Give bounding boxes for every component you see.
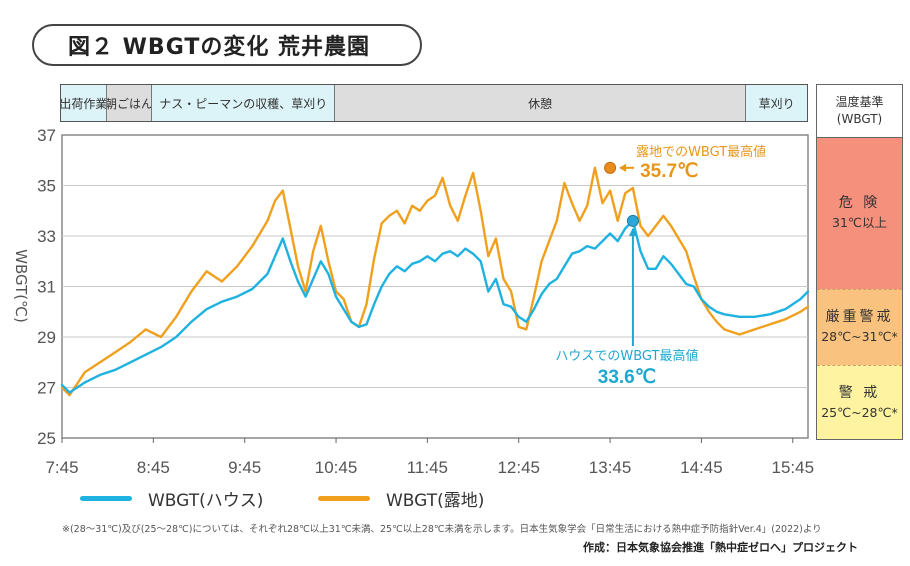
house-max-arrowhead xyxy=(628,227,637,236)
footnote: ※(28～31℃)及び(25～28℃)については、それぞれ28℃以上31℃未満、… xyxy=(62,524,822,535)
legend-field-label: WBGT(露地) xyxy=(386,491,485,511)
x-tick-label: 10:45 xyxy=(315,458,358,477)
field-max-marker xyxy=(604,161,617,174)
y-tick-label: 33 xyxy=(37,227,56,246)
x-tick-label: 15:45 xyxy=(772,458,815,477)
activity-segment: 休憩 xyxy=(335,85,747,121)
field-max-value: 35.7℃ xyxy=(640,161,698,182)
house-max-value: 33.6℃ xyxy=(598,367,656,388)
series-line-house xyxy=(60,219,810,394)
y-tick-label: 37 xyxy=(37,126,56,145)
y-axis-label: WBGT(℃) xyxy=(12,249,30,323)
activity-segment: ナス・ピーマンの収穫、草刈り xyxy=(152,85,336,121)
x-tick-label: 13:45 xyxy=(589,458,632,477)
threshold-zone-label: 警 戒 xyxy=(838,385,881,402)
x-tick-label: 9:45 xyxy=(228,458,261,477)
x-tick-label: 8:45 xyxy=(137,458,170,477)
house-max-title: ハウスでのWBGT最高値 xyxy=(555,348,698,364)
y-tick-label: 27 xyxy=(37,379,56,398)
legend-house-label: WBGT(ハウス) xyxy=(148,491,264,511)
legend-house-swatch xyxy=(80,496,132,501)
credit: 作成：日本気象協会推進「熱中症ゼロへ」プロジェクト xyxy=(583,541,858,554)
legend-field: WBGT(露地) xyxy=(318,486,484,511)
house-max-marker xyxy=(626,214,639,227)
threshold-zone: 厳重警戒 28℃~31℃* xyxy=(817,288,902,365)
x-tick-label: 7:45 xyxy=(45,458,78,477)
y-tick-label: 29 xyxy=(37,328,56,347)
activity-segment: 草刈り xyxy=(746,85,808,121)
x-tick-label: 14:45 xyxy=(680,458,723,477)
y-tick-label: 31 xyxy=(37,278,56,297)
y-tick-label: 35 xyxy=(37,177,56,196)
activity-segment: 朝ごはん xyxy=(106,85,153,121)
y-tick-label: 25 xyxy=(37,429,56,448)
chart-title: 図２ WBGTの変化 荒井農園 xyxy=(32,24,422,66)
activity-timeline: 出荷作業 朝ごはん ナス・ピーマンの収穫、草刈り 休憩 草刈り xyxy=(60,84,808,122)
threshold-zones: 危 険 31℃以上厳重警戒 28℃~31℃* 警 戒 25℃~28℃* xyxy=(817,138,902,439)
threshold-header: 温度基準 (WBGT) xyxy=(817,85,902,138)
threshold-zone-range: 28℃~31℃* xyxy=(821,329,898,345)
threshold-zone-range: 31℃以上 xyxy=(832,215,887,231)
threshold-zone-label: 危 険 xyxy=(838,195,881,212)
x-tick-label: 11:45 xyxy=(407,458,448,477)
wbgt-threshold-panel: 温度基準 (WBGT) 危 険 31℃以上厳重警戒 28℃~31℃* 警 戒 25℃~2… xyxy=(816,84,903,440)
threshold-header-title: 温度基準 xyxy=(835,95,884,109)
legend-field-swatch xyxy=(318,496,370,501)
field-max-arrowhead xyxy=(619,163,627,172)
series-line-field xyxy=(60,166,810,397)
threshold-zone-label: 厳重警戒 xyxy=(825,309,894,326)
threshold-zone: 警 戒 25℃~28℃* xyxy=(817,364,902,439)
threshold-zone: 危 険 31℃以上 xyxy=(817,138,902,289)
field-max-title: 露地でのWBGT最高値 xyxy=(636,144,766,160)
threshold-zone-range: 25℃~28℃* xyxy=(821,405,898,421)
activity-segment: 出荷作業 xyxy=(61,85,107,121)
threshold-header-unit: (WBGT) xyxy=(836,112,883,126)
legend-house: WBGT(ハウス) xyxy=(80,486,263,511)
x-tick-label: 12:45 xyxy=(497,458,540,477)
